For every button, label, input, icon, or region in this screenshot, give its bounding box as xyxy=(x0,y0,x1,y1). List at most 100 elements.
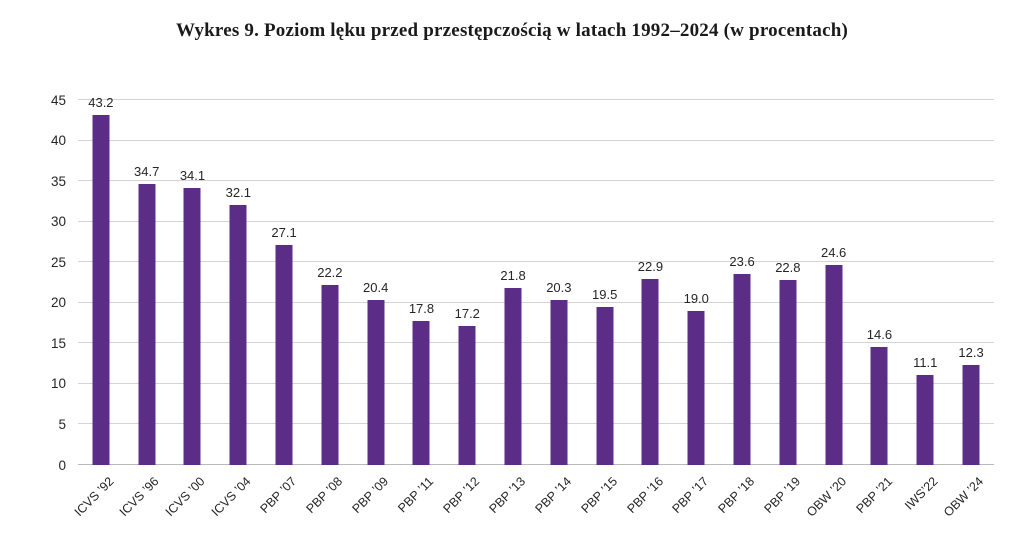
y-axis-tick-labels: 0 5 10 15 20 25 30 35 40 45 xyxy=(51,93,994,471)
bar xyxy=(825,265,843,465)
chart-title: Wykres 9. Poziom lęku przed przestępczoś… xyxy=(175,20,849,41)
bar-value-label: 27.1 xyxy=(271,225,297,241)
bar-value-label: 22.9 xyxy=(637,259,664,275)
x-axis-label: PBP ’09 xyxy=(349,474,391,516)
bar-chart: 0 5 10 15 20 25 30 35 40 45 43.2 ICVS ’92 34.7 ICVS … xyxy=(51,93,994,520)
x-axis-label: ICVS ’96 xyxy=(117,474,162,520)
y-tick-label: 30 xyxy=(50,213,66,229)
bar-slot: 34.1 ICVS ’00 xyxy=(163,100,216,519)
bars-container: 43.2 ICVS ’92 34.7 ICVS ’96 34.1 ICVS ’00 32.1… xyxy=(71,96,994,520)
bar xyxy=(504,288,522,465)
gridline xyxy=(78,382,994,384)
bar-slot: 20.4 PBP ’09 xyxy=(349,100,399,516)
bar xyxy=(962,365,980,465)
bar-slot: 20.3 PBP ’14 xyxy=(532,100,582,516)
bar-value-label: 17.2 xyxy=(454,305,480,321)
bar-value-label: 21.8 xyxy=(500,268,526,284)
bar-slot: 22.9 PBP ’16 xyxy=(624,100,674,516)
bar-slot: 11.1 IWS’22 xyxy=(902,100,948,513)
bar-value-label: 17.8 xyxy=(408,300,435,316)
bar-value-label: 32.1 xyxy=(225,184,251,200)
bar-value-label: 20.4 xyxy=(363,279,389,295)
bar xyxy=(412,320,430,465)
bar-value-label: 34.7 xyxy=(134,163,160,179)
x-axis-label: PBP ’19 xyxy=(761,474,804,516)
y-tick-label: 25 xyxy=(50,254,66,270)
x-axis-label: PBP ’14 xyxy=(532,474,575,516)
bar xyxy=(92,114,110,465)
bar xyxy=(458,325,476,465)
gridline xyxy=(78,423,994,425)
bar-value-label: 12.3 xyxy=(958,345,984,361)
x-axis-label: PBP ’07 xyxy=(257,474,300,516)
bar xyxy=(870,346,888,465)
x-axis-label: PBP ’08 xyxy=(303,474,346,516)
x-axis-label: PBP ’18 xyxy=(715,474,758,516)
x-axis-label: PBP ’12 xyxy=(440,474,483,516)
x-axis-label: ICVS ’00 xyxy=(162,474,208,520)
bar xyxy=(138,183,156,465)
y-tick-label: 5 xyxy=(58,416,66,432)
gridline xyxy=(78,99,994,100)
bar-value-label: 14.6 xyxy=(866,326,893,342)
bar xyxy=(641,279,659,465)
bar-slot: 27.1 PBP ’07 xyxy=(258,100,307,516)
x-axis-label: PBP ’16 xyxy=(623,474,666,516)
bar-slot: 19.5 PBP ’15 xyxy=(578,100,628,516)
bar xyxy=(275,245,293,465)
bar-value-label: 24.6 xyxy=(820,245,847,261)
bar-slot: 21.8 PBP ’13 xyxy=(487,100,536,516)
bar-value-label: 22.8 xyxy=(775,260,801,276)
gridline xyxy=(78,220,994,222)
x-axis-label: PBP ’17 xyxy=(669,474,712,516)
bar xyxy=(916,374,934,465)
gridlines xyxy=(78,99,994,465)
x-axis-label: PBP ’13 xyxy=(486,474,529,516)
y-tick-label: 45 xyxy=(50,92,66,108)
bar-slot: 22.8 PBP ’19 xyxy=(761,100,811,516)
gridline xyxy=(78,342,994,344)
bar xyxy=(550,300,568,465)
x-axis-line xyxy=(78,464,994,465)
y-tick-label: 40 xyxy=(50,132,66,148)
x-axis-label: PBP ’11 xyxy=(395,474,437,516)
bar xyxy=(229,204,247,465)
bar-value-label: 22.2 xyxy=(317,264,343,280)
bar-value-label: 20.3 xyxy=(546,280,572,296)
bar xyxy=(367,299,385,465)
bar xyxy=(321,284,339,465)
bar-slot: 14.6 PBP ’21 xyxy=(853,100,903,516)
y-tick-label: 0 xyxy=(58,457,66,473)
x-axis-label: OBW ’20 xyxy=(803,474,849,520)
bar xyxy=(687,310,705,465)
bar-slot: 12.3 OBW ’24 xyxy=(941,100,994,519)
x-axis-label: ICVS ’92 xyxy=(71,474,117,520)
bar-slot: 22.2 PBP ’08 xyxy=(303,100,353,516)
x-axis-label: ICVS ’04 xyxy=(208,474,254,520)
x-axis-label: IWS’22 xyxy=(902,474,941,513)
gridline xyxy=(78,139,994,141)
bar-slot: 32.1 ICVS ’04 xyxy=(209,100,261,519)
bar xyxy=(733,273,751,465)
bar-slot: 17.8 PBP ’11 xyxy=(396,100,445,516)
bar-value-label: 11.1 xyxy=(913,354,938,370)
bar-slot: 17.2 PBP ’12 xyxy=(441,100,490,516)
bar xyxy=(183,188,201,465)
bar xyxy=(596,306,614,465)
bar-slot: 34.7 ICVS ’96 xyxy=(117,100,170,520)
bar-slot: 24.6 OBW ’20 xyxy=(804,100,857,519)
x-axis-label: PBP ’15 xyxy=(578,474,620,516)
gridline xyxy=(78,180,994,182)
bar-value-label: 23.6 xyxy=(729,253,755,269)
bar-value-label: 19.0 xyxy=(683,290,709,306)
bar-value-label: 19.5 xyxy=(592,286,618,302)
gridline xyxy=(78,301,994,303)
bar-value-label: 43.2 xyxy=(88,94,114,110)
bar-slot: 23.6 PBP ’18 xyxy=(716,100,765,516)
x-axis-label: OBW ’24 xyxy=(940,474,987,520)
bar-value-label: 34.1 xyxy=(179,168,206,184)
y-tick-label: 10 xyxy=(50,376,66,392)
bar-slot: 19.0 PBP ’17 xyxy=(670,100,719,516)
bar-slot: 43.2 ICVS ’92 xyxy=(71,96,124,519)
x-axis-label: PBP ’21 xyxy=(852,474,895,516)
